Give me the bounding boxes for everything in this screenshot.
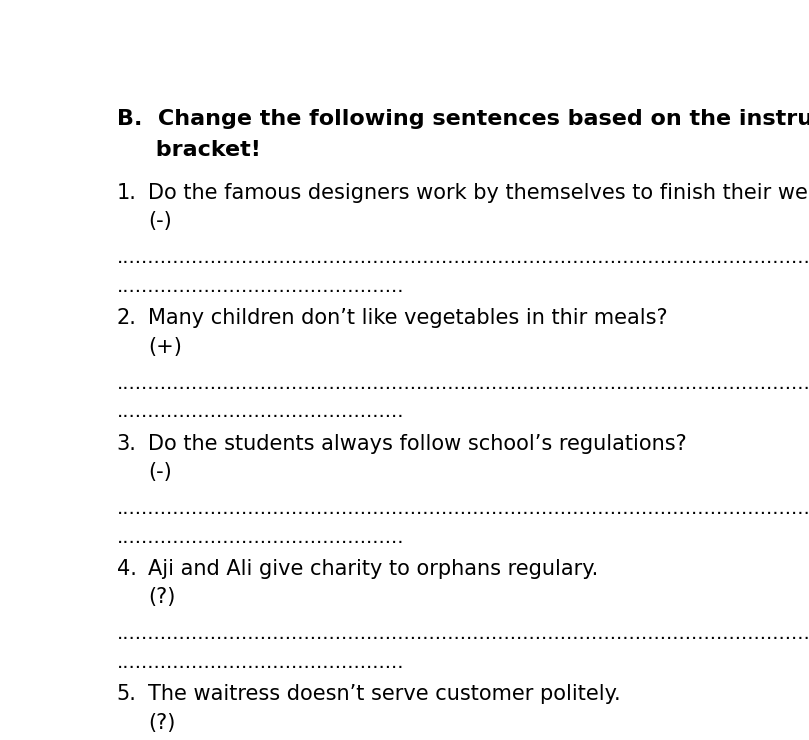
Text: 1.: 1. [116,183,137,203]
Text: ..............................................: ........................................… [116,653,404,672]
Text: Aji and Ali give charity to orphans regulary.: Aji and Ali give charity to orphans regu… [148,559,599,579]
Text: (?): (?) [148,713,176,733]
Text: ..............................................: ........................................… [116,277,404,296]
Text: ................................................................................: ........................................… [116,249,809,267]
Text: ..............................................: ........................................… [116,403,404,421]
Text: Many children don’t like vegetables in thir meals?: Many children don’t like vegetables in t… [148,308,667,328]
Text: (+): (+) [148,337,182,357]
Text: ................................................................................: ........................................… [116,499,809,518]
Text: 3.: 3. [116,434,137,454]
Text: ..............................................: ........................................… [116,528,404,547]
Text: 2.: 2. [116,308,137,328]
Text: bracket!: bracket! [116,140,260,160]
Text: The waitress doesn’t serve customer politely.: The waitress doesn’t serve customer poli… [148,684,621,704]
Text: B.  Change the following sentences based on the instruction in the: B. Change the following sentences based … [116,109,809,129]
Text: (-): (-) [148,212,172,232]
Text: ................................................................................: ........................................… [116,374,809,393]
Text: (-): (-) [148,462,172,482]
Text: Do the famous designers work by themselves to finish their wedding projects.: Do the famous designers work by themselv… [148,183,809,203]
Text: (?): (?) [148,588,176,608]
Text: 4.: 4. [116,559,137,579]
Text: ................................................................................: ........................................… [116,625,809,643]
Text: Do the students always follow school’s regulations?: Do the students always follow school’s r… [148,434,687,454]
Text: 5.: 5. [116,684,137,704]
